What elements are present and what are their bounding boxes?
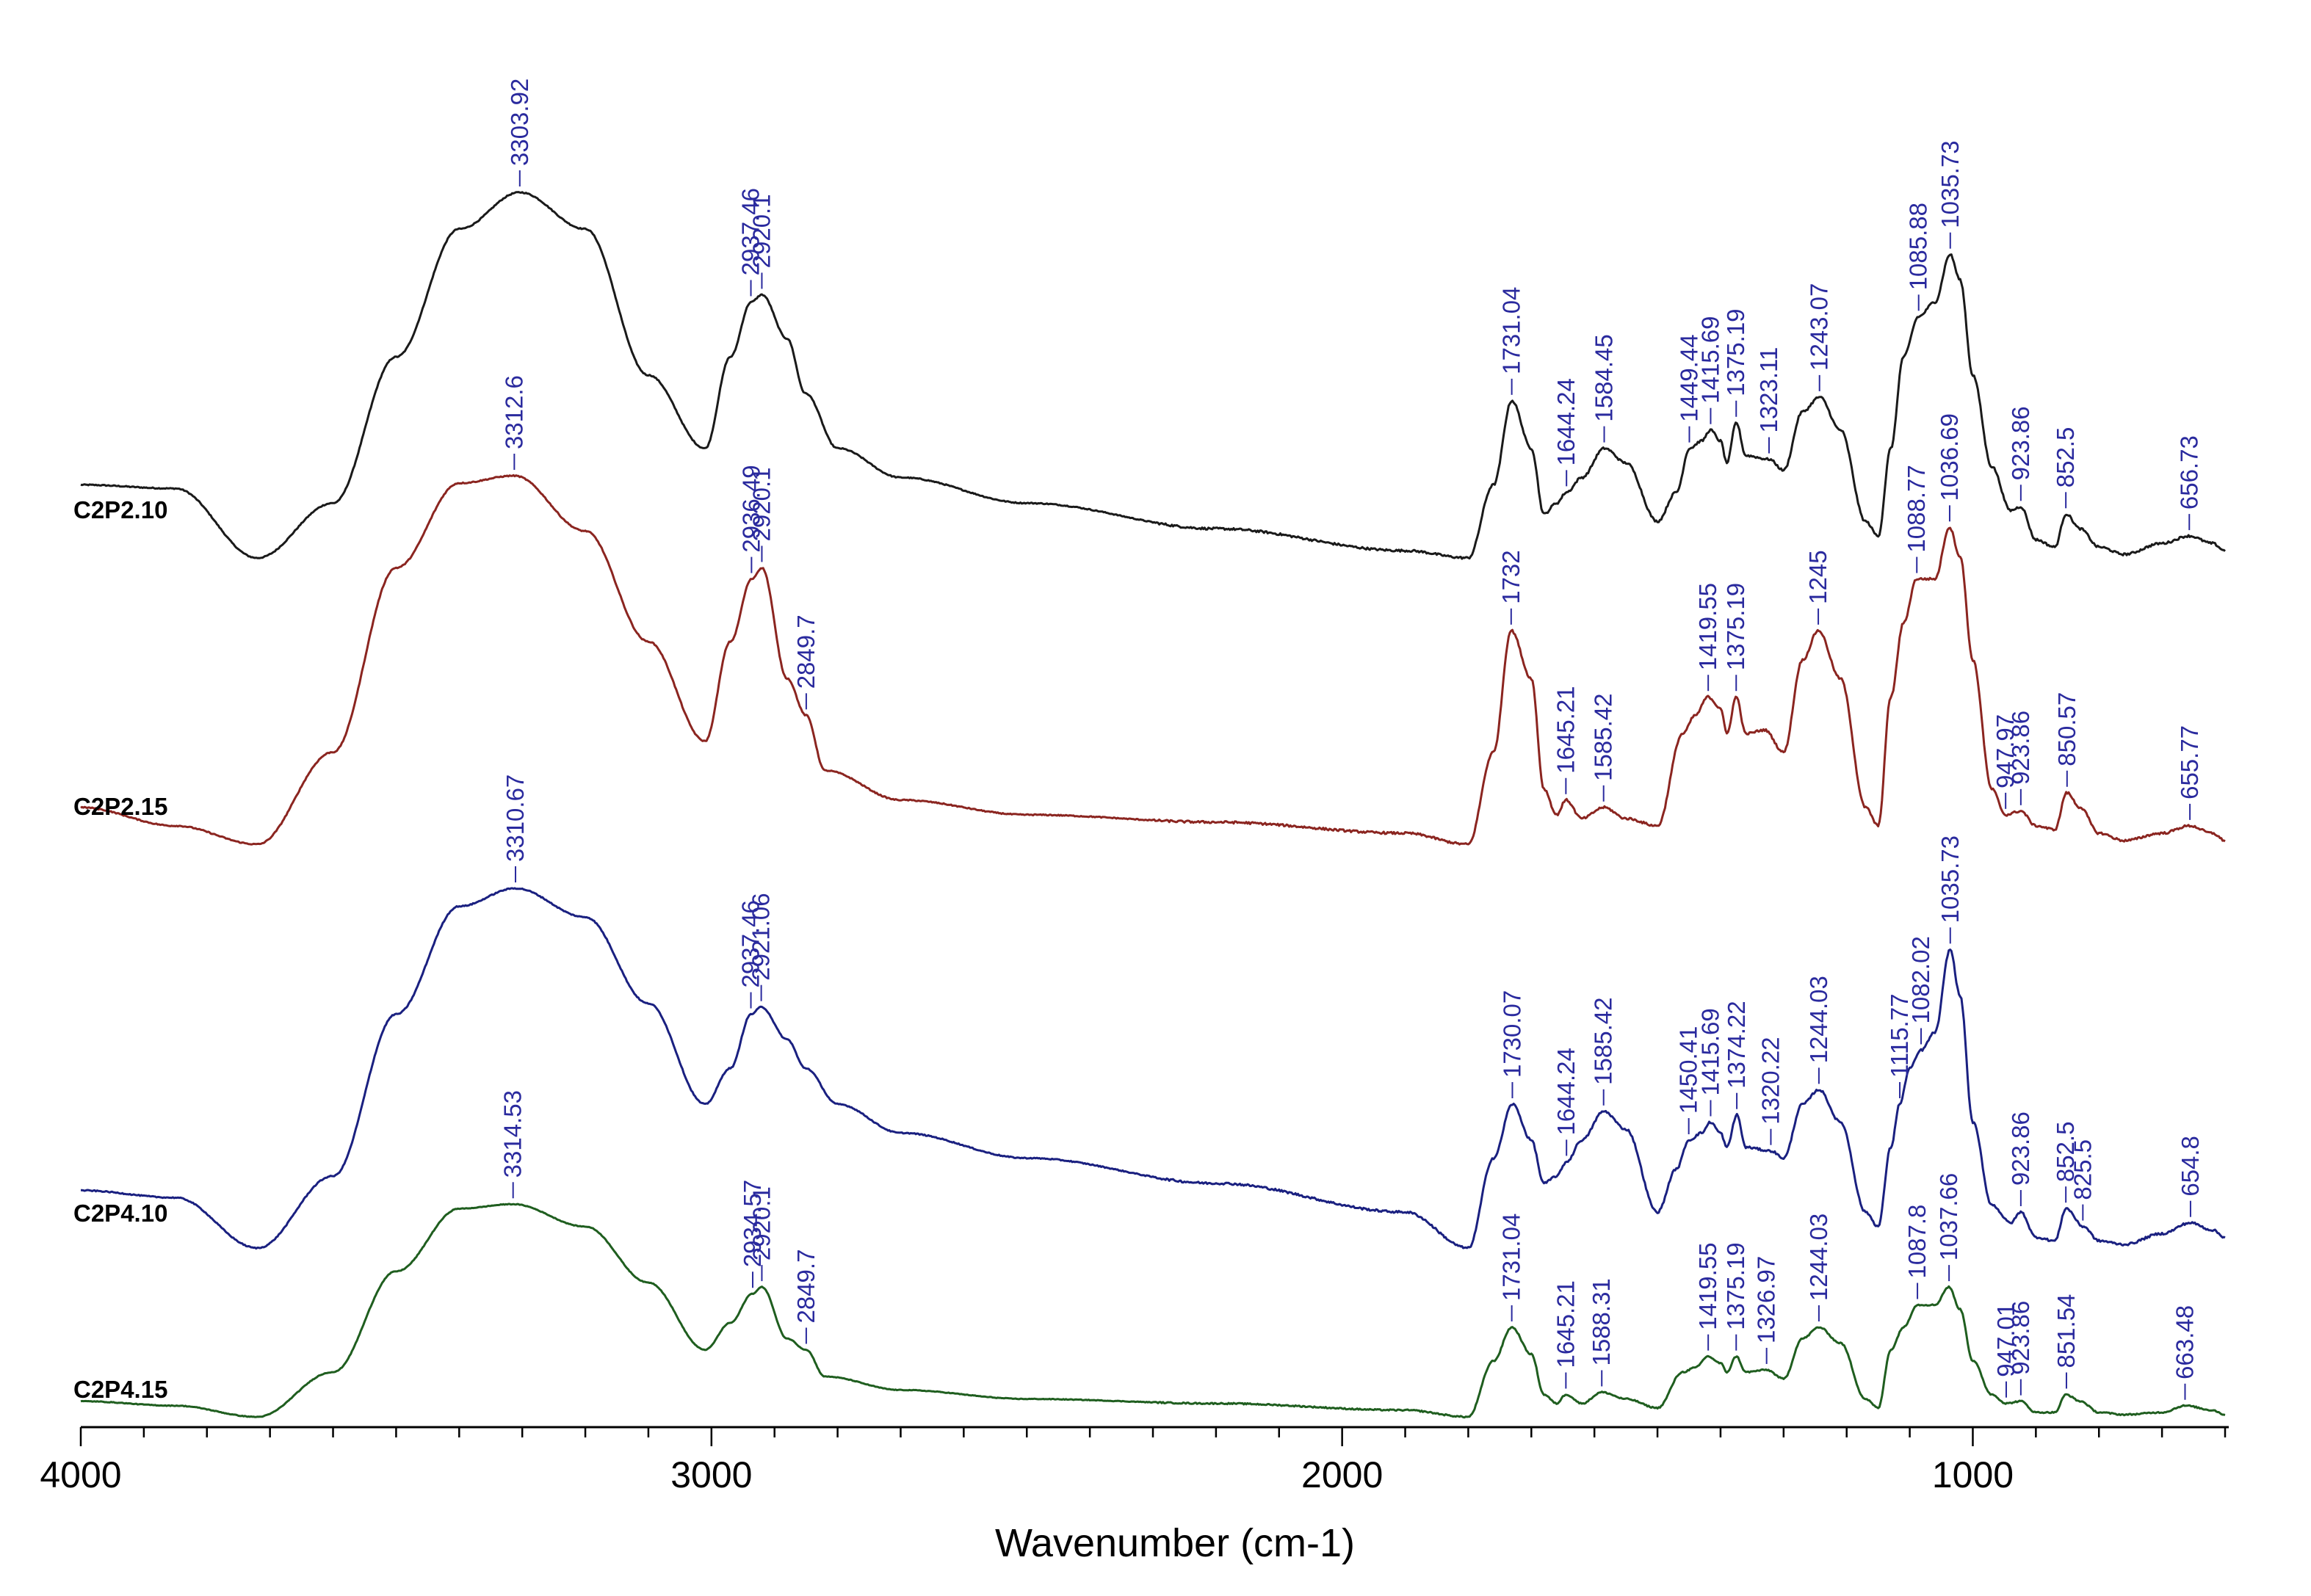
peak-label-c2p4-15: 663.48 xyxy=(2171,1305,2198,1379)
peak-label-c2p2-15: 2920.1 xyxy=(748,468,775,542)
peak-label-c2p4-10: 852.5 xyxy=(2052,1122,2079,1183)
peak-label-c2p2-10: 1644.24 xyxy=(1552,378,1580,465)
series-names-layer: C2P2.10 C2P2.15 C2P4.10 C2P4.15 xyxy=(73,496,167,1403)
peak-label-c2p2-10: 2920.1 xyxy=(748,194,775,268)
peak-label-c2p4-15: 1731.04 xyxy=(1498,1214,1525,1301)
series-label-c2p2-10: C2P2.10 xyxy=(73,496,167,523)
spectrum-line-c2p2-10 xyxy=(80,191,2226,560)
peak-label-c2p2-15: 1375.19 xyxy=(1722,583,1749,670)
peak-label-c2p2-15: 1419.55 xyxy=(1694,583,1721,670)
peak-label-c2p4-10: 1374.22 xyxy=(1723,1001,1750,1088)
peak-label-c2p2-10: 1035.73 xyxy=(1936,140,1964,228)
spectra-layer xyxy=(80,191,2226,1419)
peak-label-c2p2-10: 1584.45 xyxy=(1591,334,1618,421)
peak-label-c2p4-15: 1326.97 xyxy=(1753,1256,1780,1343)
peak-label-c2p2-10: 1243.07 xyxy=(1806,283,1833,371)
peak-label-c2p2-15: 1645.21 xyxy=(1552,686,1579,773)
peak-label-c2p4-15: 2934.57 xyxy=(739,1180,766,1267)
peak-label-c2p2-15: 655.77 xyxy=(2176,725,2203,799)
peak-label-c2p4-15: 1419.55 xyxy=(1694,1242,1721,1330)
peak-label-c2p2-15: 1088.77 xyxy=(1903,465,1930,552)
peak-label-c2p2-15: 1245 xyxy=(1804,550,1831,603)
peak-label-c2p4-10: 2937.46 xyxy=(737,900,764,987)
peak-label-c2p2-15: 2849.7 xyxy=(792,614,820,689)
peak-label-c2p2-10: 656.73 xyxy=(2175,435,2202,509)
peak-label-c2p2-10: 1375.19 xyxy=(1722,308,1749,396)
peak-label-c2p2-15: 850.57 xyxy=(2053,692,2080,766)
peak-label-c2p4-10: 3310.67 xyxy=(502,775,529,862)
peak-label-c2p4-10: 1585.42 xyxy=(1590,998,1617,1085)
peak-label-c2p4-10: 2921.06 xyxy=(748,893,775,980)
x-axis: 4000 3000 2000 1000 Wavenumber (cm-1) xyxy=(40,1426,2229,1565)
peak-label-c2p2-15: 947.97 xyxy=(1992,714,2019,788)
peak-label-c2p2-10: 3303.92 xyxy=(506,79,533,166)
peak-label-c2p4-10: 1320.22 xyxy=(1757,1037,1784,1124)
peak-label-c2p2-15: 2936.49 xyxy=(737,465,764,552)
peak-label-c2p2-10: 2937.46 xyxy=(737,188,764,275)
series-label-c2p4-10: C2P4.10 xyxy=(73,1200,167,1227)
peak-label-c2p2-10: 1323.11 xyxy=(1755,347,1782,433)
peak-label-c2p4-15: 1244.03 xyxy=(1805,1214,1832,1301)
peak-label-c2p4-15: 851.54 xyxy=(2053,1294,2080,1368)
peak-label-c2p4-15: 2920.1 xyxy=(748,1186,775,1261)
spectrum-line-c2p4-10 xyxy=(81,887,2226,1250)
peak-label-c2p4-10: 654.8 xyxy=(2177,1136,2204,1197)
peak-label-c2p4-15: 947.01 xyxy=(1992,1303,2019,1377)
peak-label-c2p2-10: 1085.88 xyxy=(1905,203,1932,290)
peak-label-c2p4-15: 1087.8 xyxy=(1903,1205,1931,1279)
peak-label-c2p4-15: 1037.66 xyxy=(1935,1173,1962,1261)
peak-label-c2p2-10: 1731.04 xyxy=(1498,287,1525,374)
peak-label-c2p4-10: 1082.02 xyxy=(1907,936,1934,1023)
peak-label-c2p4-15: 1645.21 xyxy=(1552,1280,1579,1368)
peak-label-c2p4-10: 1035.73 xyxy=(1936,835,1964,923)
peak-label-c2p4-15: 923.86 xyxy=(2007,1301,2034,1375)
peak-labels-layer: 3303.922937.462920.11731.041644.241584.4… xyxy=(499,79,2204,1400)
x-axis-title: Wavenumber (cm-1) xyxy=(995,1521,1355,1565)
spectrum-line-c2p2-15 xyxy=(80,474,2226,846)
peak-label-c2p2-10: 1449.44 xyxy=(1675,334,1702,421)
series-label-c2p4-15: C2P4.15 xyxy=(73,1376,167,1403)
peak-label-c2p4-10: 1730.07 xyxy=(1499,990,1526,1078)
x-axis-tick-labels: 4000 3000 2000 1000 xyxy=(40,1454,2014,1495)
peak-label-c2p2-15: 3312.6 xyxy=(500,375,527,449)
peak-label-c2p4-15: 3314.53 xyxy=(499,1090,527,1178)
peak-label-c2p2-15: 1585.42 xyxy=(1590,694,1617,781)
series-label-c2p2-15: C2P2.15 xyxy=(73,793,167,820)
peak-label-c2p4-15: 1375.19 xyxy=(1722,1242,1749,1330)
peak-label-c2p4-15: 1588.31 xyxy=(1588,1278,1615,1365)
peak-label-c2p4-10: 1244.03 xyxy=(1805,976,1832,1063)
peak-label-c2p4-15: 2849.7 xyxy=(792,1249,820,1324)
peak-label-c2p2-10: 923.86 xyxy=(2007,406,2034,480)
x-tick-label: 4000 xyxy=(40,1454,121,1495)
peak-label-c2p4-10: 1644.24 xyxy=(1552,1048,1580,1135)
x-tick-label: 1000 xyxy=(1932,1454,2014,1495)
x-axis-ticks xyxy=(79,1427,2227,1446)
spectrum-line-c2p4-15 xyxy=(80,1203,2226,1419)
peak-label-c2p4-10: 1415.69 xyxy=(1697,1008,1724,1095)
peak-label-c2p2-10: 1415.69 xyxy=(1697,316,1724,403)
peak-label-c2p4-10: 1450.41 xyxy=(1675,1026,1702,1114)
peak-label-c2p2-10: 852.5 xyxy=(2052,427,2079,488)
peak-label-c2p4-10: 825.5 xyxy=(2069,1139,2096,1200)
peak-label-c2p2-15: 1732 xyxy=(1497,550,1525,603)
peak-label-c2p2-15: 1036.69 xyxy=(1936,413,1963,501)
peak-label-c2p4-10: 923.86 xyxy=(2007,1111,2034,1186)
x-tick-label: 2000 xyxy=(1301,1454,1383,1495)
x-tick-label: 3000 xyxy=(670,1454,752,1495)
peak-label-c2p2-15: 923.86 xyxy=(2007,711,2034,785)
peak-label-c2p4-10: 1115.77 xyxy=(1886,994,1913,1078)
